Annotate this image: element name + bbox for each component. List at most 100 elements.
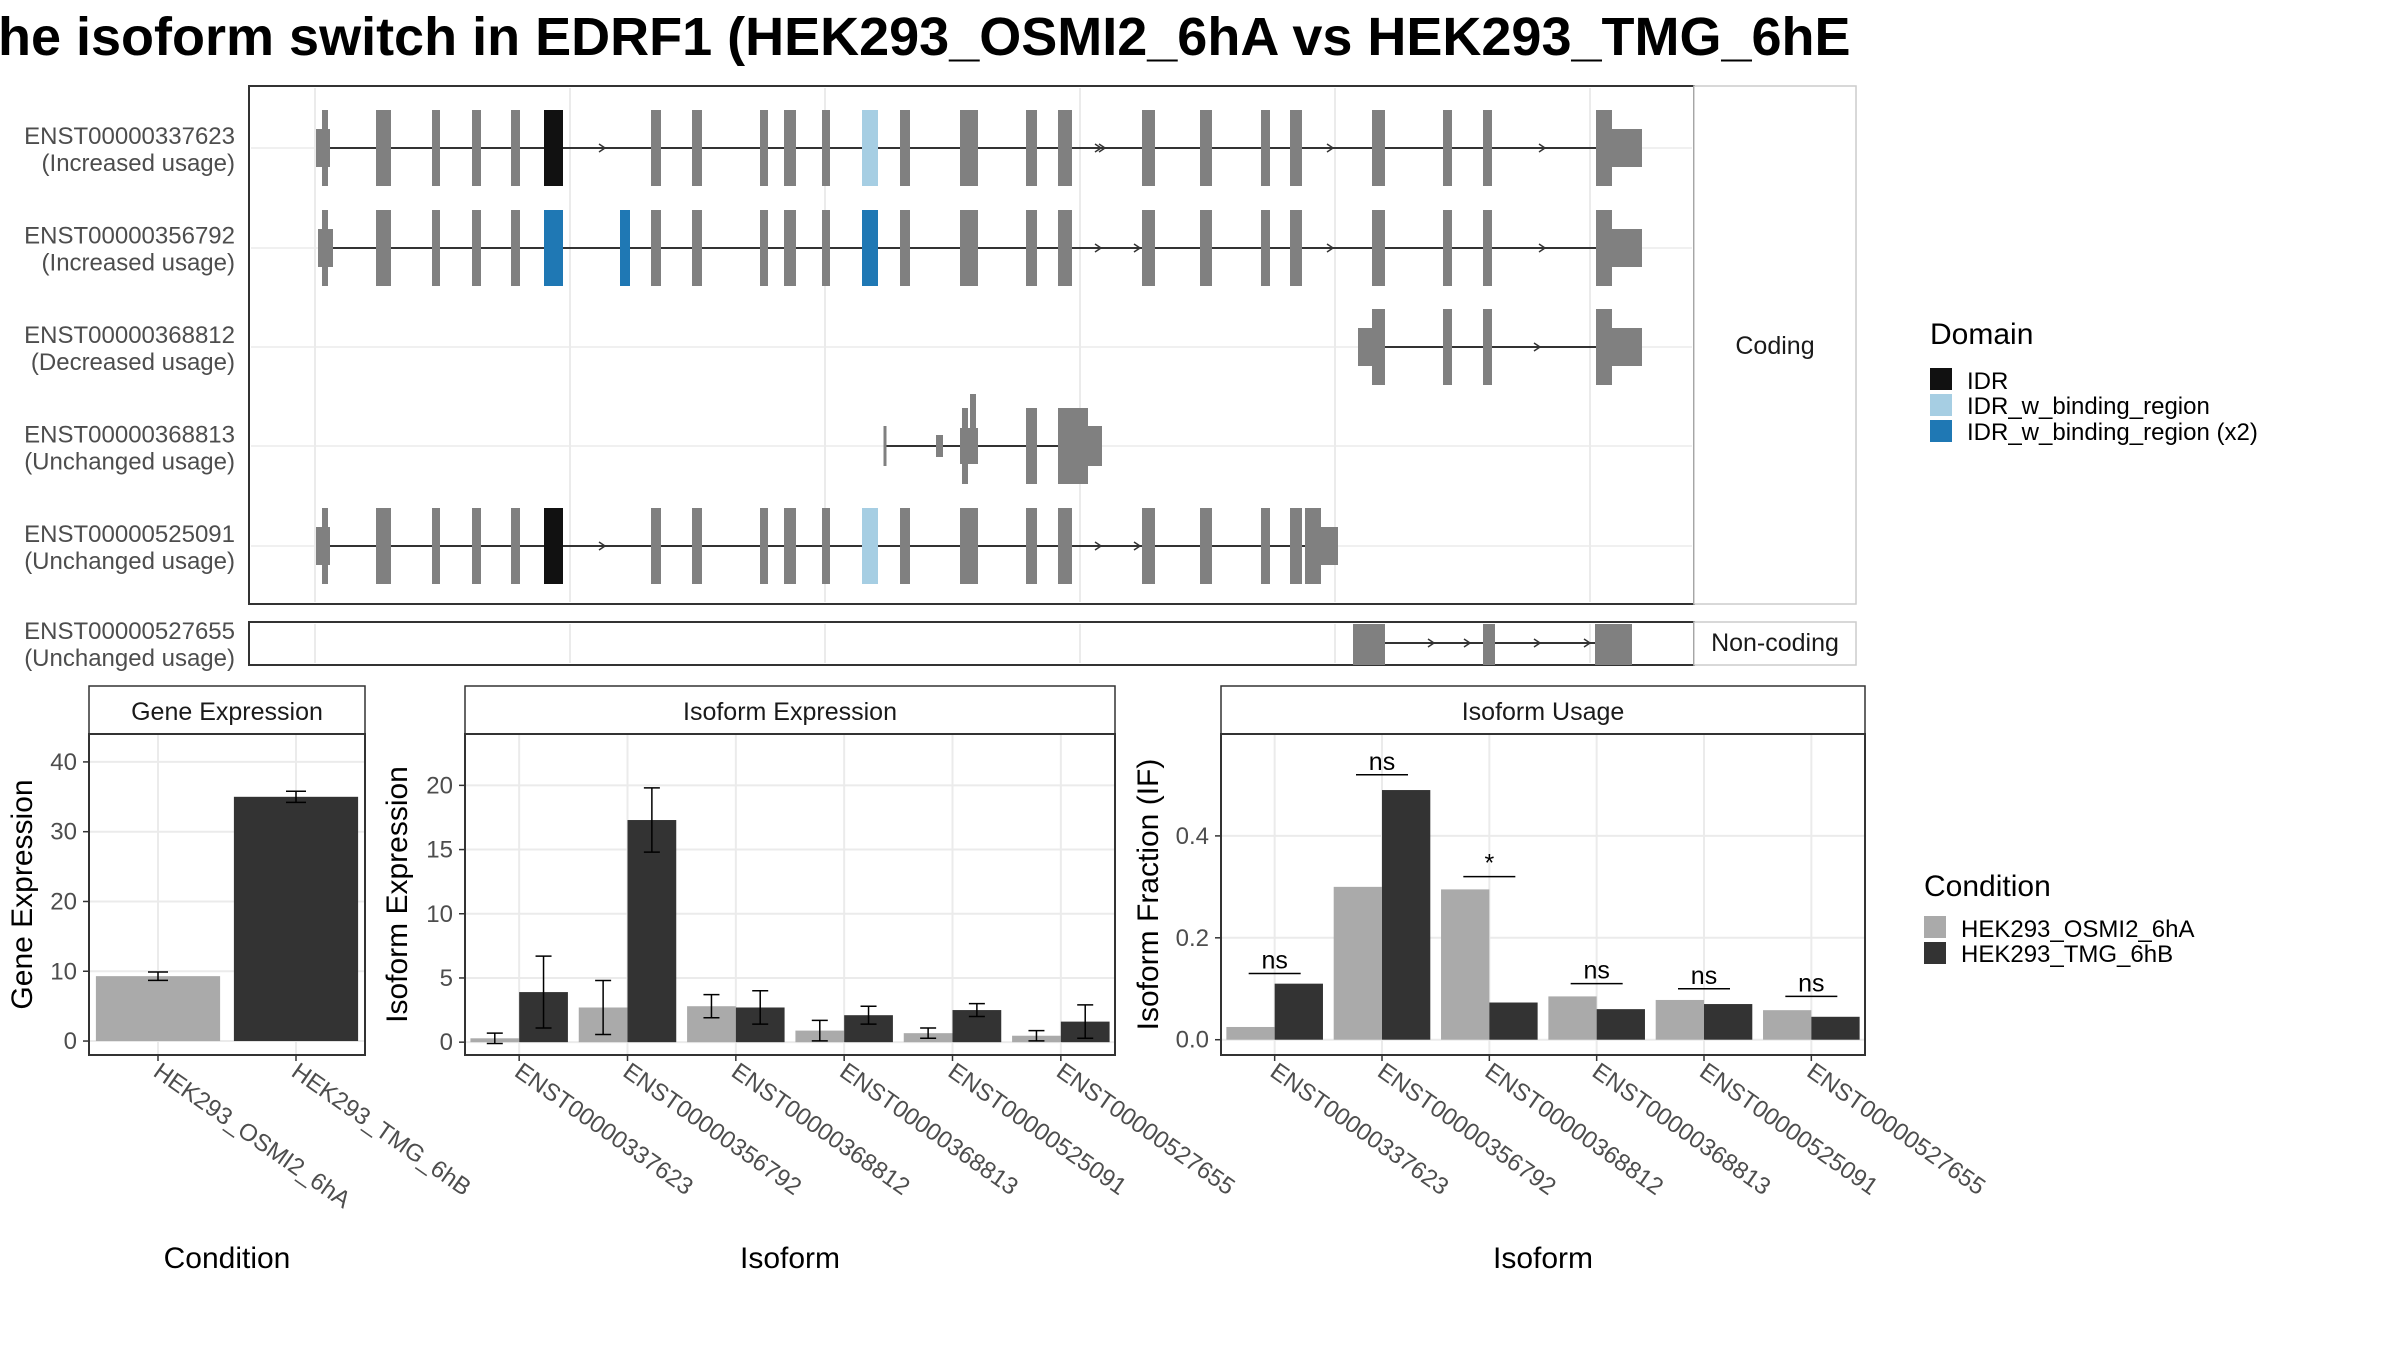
legend-key-idr-binding <box>1930 394 1952 416</box>
isoform-structure-row <box>1358 309 1642 385</box>
isoform-structure-row <box>883 394 1102 484</box>
exon <box>1372 110 1385 186</box>
isoform-usage-label: (Decreased usage) <box>31 349 235 376</box>
bar-panel: Isoform Expression 0 5 10 15 20 ENST0000033762… <box>381 685 1240 1275</box>
noncoding-strip <box>1693 621 1857 666</box>
exon <box>1200 508 1212 584</box>
exon <box>692 210 702 286</box>
utr <box>316 129 330 167</box>
panel-title: Isoform Usage <box>1462 698 1625 726</box>
panel-border <box>464 733 1116 1056</box>
exon <box>1305 508 1321 584</box>
y-axis-label: Gene Expression <box>6 779 39 1009</box>
exon <box>900 210 910 286</box>
coding-strip-label: Coding <box>1735 332 1814 360</box>
isoform-structure-row-noncoding <box>1353 624 1632 665</box>
domain-region <box>862 110 878 186</box>
panel-strip <box>88 685 366 735</box>
condition-legend: Condition HEK293_OSMI2_6hA HEK293_TMG_6h… <box>1924 870 2194 968</box>
bar <box>627 820 677 1043</box>
exon <box>1261 508 1270 584</box>
domain-region <box>862 210 878 286</box>
exon <box>1200 110 1212 186</box>
exon <box>432 508 440 584</box>
exon <box>376 110 391 186</box>
exon <box>432 110 440 186</box>
exon <box>651 210 661 286</box>
x-tick-label: ENST00000368812 <box>726 1058 914 1201</box>
isoform-usage-label: (Unchanged usage) <box>24 548 235 575</box>
strand-arrow <box>1326 143 1335 153</box>
bar <box>1382 790 1431 1040</box>
panel-strip <box>464 685 1116 735</box>
exon <box>1483 309 1492 385</box>
isoform-usage-label: (Increased usage) <box>42 250 235 277</box>
bar <box>1596 1009 1645 1040</box>
strand-arrow <box>1094 541 1103 551</box>
isoform-usage-label: (Unchanged usage) <box>24 645 235 672</box>
exon <box>784 508 796 584</box>
strand-arrow <box>1326 243 1335 253</box>
exon <box>960 508 978 584</box>
y-tick-label: 0.0 <box>1176 1027 1209 1054</box>
legend-label-idr-binding: IDR_w_binding_region <box>1967 393 2210 420</box>
exon <box>760 110 768 186</box>
strand-arrow <box>598 143 607 153</box>
x-tick-label: ENST00000356792 <box>1373 1058 1561 1201</box>
exon <box>1058 110 1072 186</box>
exon <box>1026 408 1037 484</box>
exon <box>784 110 796 186</box>
legend-key-cond-a <box>1924 916 1946 938</box>
isoform-id-label: ENST00000527655 <box>24 618 235 645</box>
exon <box>472 110 481 186</box>
utr <box>960 428 978 464</box>
legend-label-cond-a: HEK293_OSMI2_6hA <box>1961 916 2194 943</box>
bar <box>1274 983 1323 1040</box>
domain-legend: Domain IDR IDR_w_binding_region IDR_w_bi… <box>1930 318 2258 446</box>
x-tick-label: ENST00000525091 <box>1695 1058 1883 1201</box>
panel-border <box>1220 733 1866 1056</box>
bar <box>1226 1026 1275 1040</box>
x-axis-label: Isoform <box>740 1242 840 1275</box>
bar <box>1489 1002 1538 1040</box>
exon <box>1026 110 1037 186</box>
noncoding-strip-label: Non-coding <box>1711 629 1839 657</box>
strand-arrow <box>598 541 607 551</box>
isoform-id-label: ENST00000525091 <box>24 521 235 548</box>
x-tick-label: ENST00000368812 <box>1480 1058 1668 1201</box>
y-axis-label: Isoform Fraction (IF) <box>1132 759 1165 1031</box>
significance-label: ns <box>1798 969 1824 997</box>
isoform-id-label: ENST00000356792 <box>24 223 235 250</box>
isoform-structure-panel: Coding Non-coding ENST00000337623(Increa… <box>24 85 1857 672</box>
exon <box>1290 110 1302 186</box>
y-axis-label: Isoform Expression <box>381 766 414 1023</box>
strand-arrow <box>1583 638 1592 648</box>
exon <box>1443 309 1452 385</box>
exon <box>1142 210 1155 286</box>
bar <box>1655 999 1704 1040</box>
bar <box>1333 886 1382 1040</box>
y-tick-label: 5 <box>440 965 453 992</box>
exon <box>376 508 391 584</box>
strand-arrow <box>1538 243 1547 253</box>
significance-label: * <box>1484 850 1494 878</box>
exon <box>1058 408 1088 484</box>
strand-arrow <box>1533 342 1542 352</box>
exon <box>1261 210 1270 286</box>
x-tick-label: ENST00000356792 <box>618 1058 806 1201</box>
exon <box>1596 210 1612 286</box>
exon <box>1596 309 1612 385</box>
y-tick-label: 30 <box>50 819 77 846</box>
isoform-id-label: ENST00000368812 <box>24 322 235 349</box>
exon <box>960 110 978 186</box>
exon <box>822 210 830 286</box>
strand-arrow <box>1098 143 1107 153</box>
exon <box>1142 110 1155 186</box>
exon <box>692 110 702 186</box>
coding-strip <box>1693 85 1857 605</box>
utr <box>316 527 330 565</box>
strand-arrow <box>1133 541 1142 551</box>
strand-arrow <box>1133 243 1142 253</box>
exon <box>1483 624 1495 665</box>
exon <box>651 508 661 584</box>
